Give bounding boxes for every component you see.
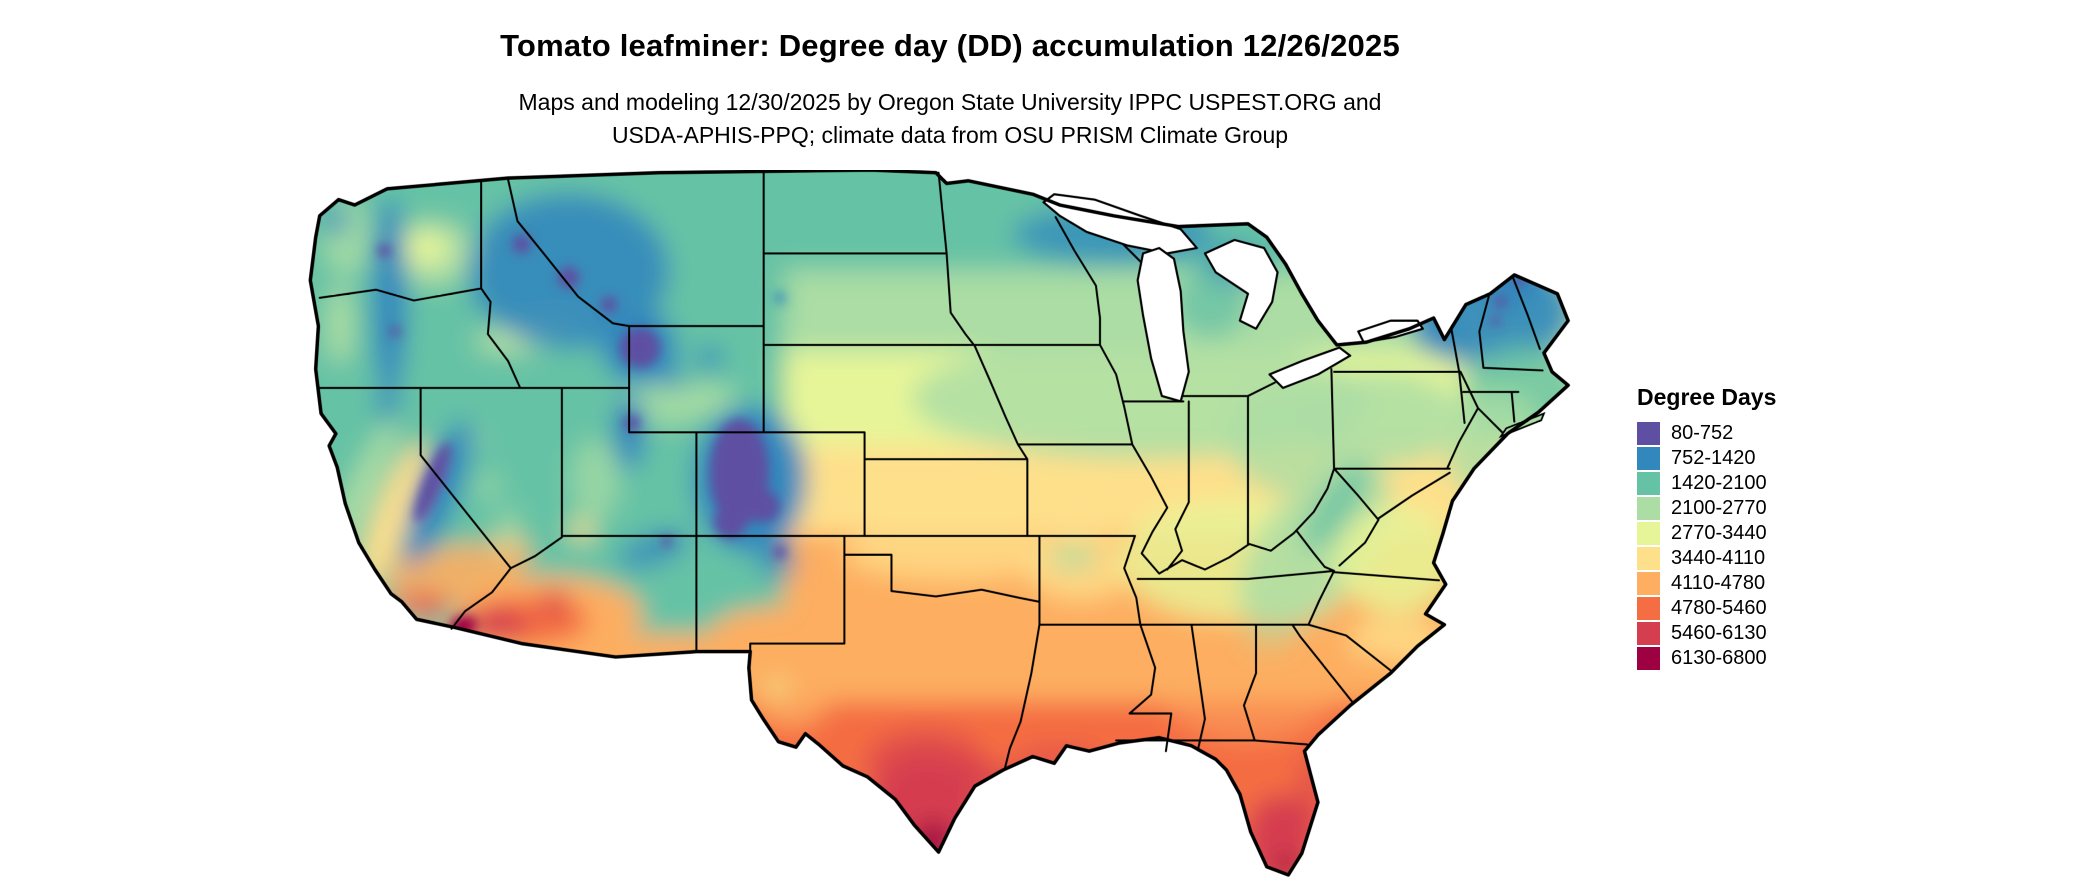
legend-swatch	[1637, 447, 1660, 470]
legend-entry: 1420-2100	[1637, 471, 1776, 496]
us-degree-day-map	[306, 168, 1598, 883]
subtitle-line-2: USDA-APHIS-PPQ; climate data from OSU PR…	[611, 122, 1289, 148]
legend-label: 3440-4110	[1671, 547, 1766, 569]
legend-swatch	[1637, 497, 1660, 520]
page-title: Tomato leafminer: Degree day (DD) accumu…	[500, 28, 1400, 63]
degree-day-raster	[310, 170, 1569, 875]
legend-swatch	[1637, 522, 1660, 545]
legend-label: 4780-5460	[1671, 597, 1767, 619]
legend-entry: 80-752	[1637, 421, 1776, 446]
legend-entry: 4110-4780	[1637, 571, 1776, 596]
lake-michigan	[1136, 246, 1190, 403]
legend-entry: 4780-5460	[1637, 596, 1776, 621]
us-map-svg	[308, 168, 1570, 877]
legend-swatch	[1637, 547, 1660, 570]
legend-swatch	[1637, 572, 1660, 595]
subtitle-line-1: Maps and modeling 12/30/2025 by Oregon S…	[518, 89, 1382, 115]
legend-label: 752-1420	[1671, 447, 1756, 469]
lake-huron	[1203, 238, 1279, 330]
legend-entry: 5460-6130	[1637, 621, 1776, 646]
legend-entry: 6130-6800	[1637, 646, 1776, 671]
map-subtitle: Maps and modeling 12/30/2025 by Oregon S…	[0, 86, 1900, 152]
legend-label: 1420-2100	[1671, 472, 1767, 494]
legend-label: 5460-6130	[1671, 622, 1767, 644]
legend-label: 4110-4780	[1671, 572, 1766, 594]
legend-label: 80-752	[1671, 422, 1734, 444]
legend-swatch	[1637, 422, 1660, 445]
legend-label: 2100-2770	[1671, 497, 1767, 519]
legend-swatch	[1637, 622, 1660, 645]
legend-swatch	[1637, 472, 1660, 495]
legend-title: Degree Days	[1637, 384, 1777, 410]
legend-entries: 80-752 752-1420 1420-2100 2100-2770 2770-344…	[1637, 421, 1776, 671]
us-outline	[308, 168, 1570, 877]
figure-titles: Tomato leafminer: Degree day (DD) accumu…	[0, 0, 1900, 152]
legend-label: 6130-6800	[1671, 647, 1767, 669]
legend-entry: 2100-2770	[1637, 496, 1776, 521]
legend-entry: 752-1420	[1637, 446, 1776, 471]
legend: Degree Days 80-752 752-1420 1420-2100 2100-…	[1637, 384, 1776, 671]
state-borders	[317, 171, 1544, 772]
legend-label: 2770-3440	[1671, 522, 1767, 544]
legend-entry: 2770-3440	[1637, 521, 1776, 546]
legend-swatch	[1637, 597, 1660, 620]
legend-swatch	[1637, 647, 1660, 670]
legend-entry: 3440-4110	[1637, 546, 1776, 571]
lake-erie	[1268, 346, 1352, 390]
